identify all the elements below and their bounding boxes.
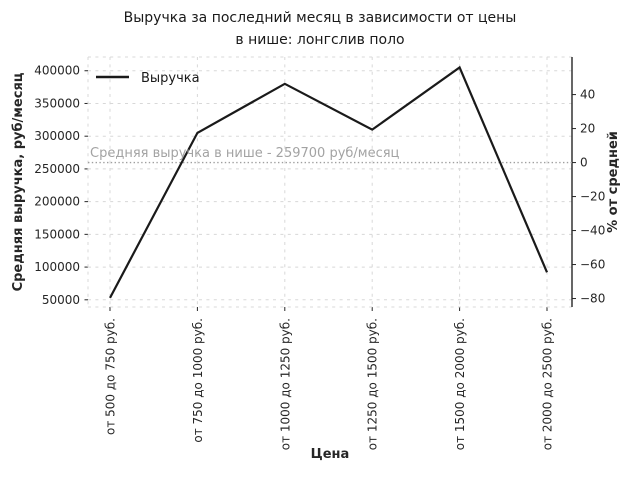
legend-label[interactable]: Выручка [141, 71, 200, 86]
y-tick-label-left: 100000 [34, 260, 80, 274]
y-tick-label-left: 350000 [34, 96, 80, 110]
y-tick-label-right: −80 [580, 292, 605, 306]
y-tick-label-left: 50000 [42, 293, 80, 307]
y-tick-label-right: 40 [580, 88, 595, 102]
x-tick-label: от 750 до 1000 руб. [191, 318, 205, 443]
y-tick-label-right: 20 [580, 122, 595, 136]
x-axis-title: Цена [311, 447, 350, 462]
chart-title: Выручка за последний месяц в зависимости… [0, 7, 640, 51]
y-axis-title-right: % от средней [606, 131, 621, 233]
x-tick-label: от 500 до 750 руб. [104, 318, 118, 435]
x-tick-label: от 1000 до 1250 руб. [278, 318, 292, 450]
y-tick-label-left: 400000 [34, 64, 80, 78]
mean-annotation: Средняя выручка в нише - 259700 руб/меся… [90, 146, 400, 161]
x-tick-label: от 1250 до 1500 руб. [366, 318, 380, 450]
x-tick-label: от 2000 до 2500 руб. [541, 318, 555, 450]
y-tick-label-right: −40 [580, 224, 605, 238]
chart-title-line2: в нише: лонгслив поло [235, 32, 405, 48]
y-tick-label-left: 300000 [34, 129, 80, 143]
y-tick-label-right: −60 [580, 258, 605, 272]
x-tick-label: от 1500 до 2000 руб. [453, 318, 467, 450]
y-tick-label-left: 250000 [34, 162, 80, 176]
revenue-line [109, 65, 549, 299]
y-tick-label-left: 150000 [34, 227, 80, 241]
y-tick-label-right: 0 [580, 156, 588, 170]
y-tick-label-left: 200000 [34, 195, 80, 209]
y-axis-title-left: Средняя выручка, руб/месяц [11, 72, 26, 291]
y-tick-label-right: −20 [580, 190, 605, 204]
chart-title-line1: Выручка за последний месяц в зависимости… [123, 10, 517, 26]
